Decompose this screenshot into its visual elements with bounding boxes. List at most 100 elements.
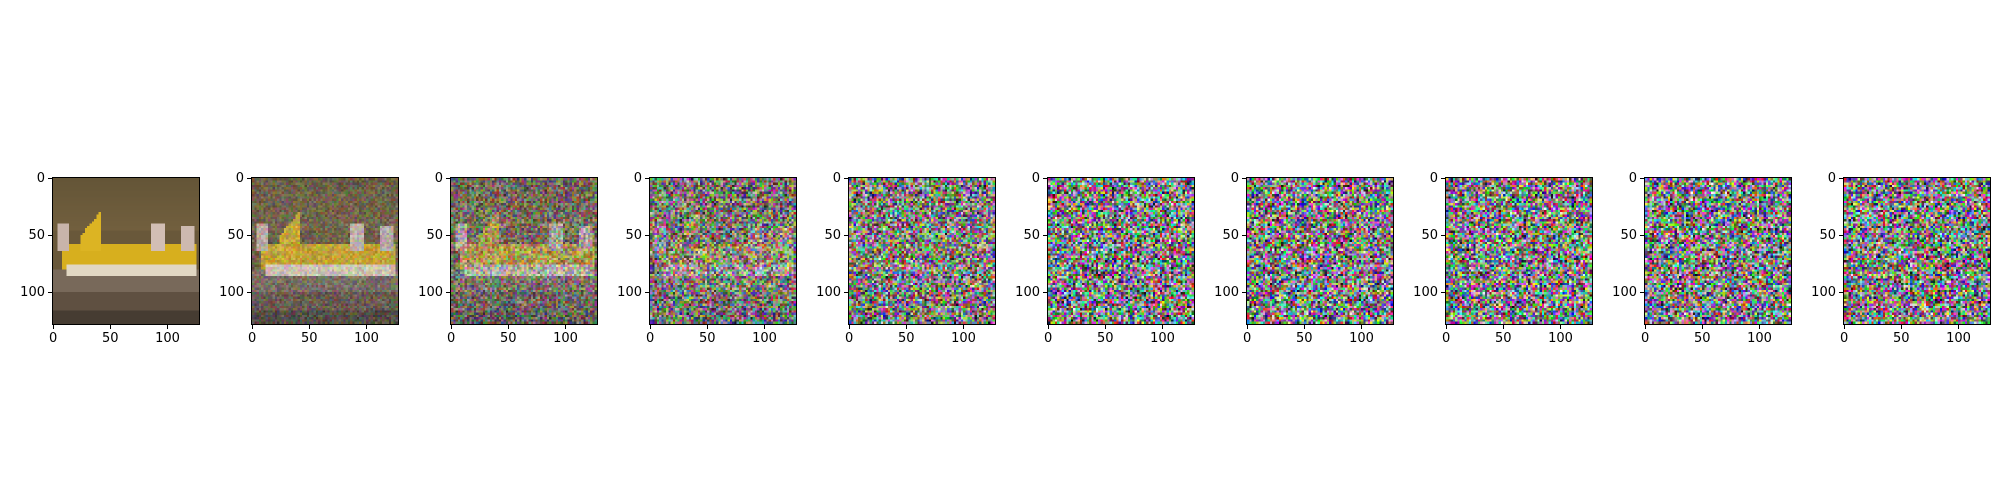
y-tick-mark <box>247 292 251 294</box>
y-tick-label: 100 <box>418 285 443 301</box>
x-tick-mark <box>1162 325 1164 329</box>
noised-image-canvas-2 <box>252 178 398 324</box>
y-tick-mark <box>446 292 450 294</box>
y-tick-mark <box>446 178 450 179</box>
x-tick-label: 50 <box>102 331 119 346</box>
noised-image-7 <box>1246 177 1394 325</box>
y-tick-mark <box>645 235 649 237</box>
x-tick-mark <box>1048 325 1049 329</box>
noised-image-canvas-8 <box>1446 178 1592 324</box>
noise-panel-3: 0 50 100 0 50 100 <box>398 0 598 500</box>
y-tick-label: 100 <box>219 285 244 301</box>
x-tick-mark <box>1901 325 1903 329</box>
y-tick-label: 0 <box>1230 171 1239 186</box>
x-tick-label: 0 <box>1044 331 1053 346</box>
y-tick-label: 100 <box>617 285 642 301</box>
y-tick-mark <box>645 292 649 294</box>
y-tick-mark <box>1043 292 1047 294</box>
y-tick-mark <box>1839 178 1843 179</box>
x-tick-mark <box>110 325 112 329</box>
y-tick-label: 0 <box>1628 171 1637 186</box>
x-tick-label: 100 <box>1548 331 1573 346</box>
y-tick-label: 50 <box>824 228 841 244</box>
x-tick-label: 100 <box>553 331 578 346</box>
x-tick-label: 100 <box>1349 331 1374 346</box>
noise-panel-1: 0 50 100 0 50 100 <box>0 0 200 500</box>
x-tick-label: 100 <box>1747 331 1772 346</box>
noised-image-canvas-4 <box>650 178 796 324</box>
x-tick-mark <box>1759 325 1761 329</box>
noised-image-canvas-3 <box>451 178 597 324</box>
y-tick-mark <box>1640 235 1644 237</box>
noised-image-canvas-1 <box>53 178 199 324</box>
y-tick-label: 0 <box>36 171 45 186</box>
x-tick-mark <box>849 325 850 329</box>
x-tick-mark <box>1958 325 1960 329</box>
y-tick-mark <box>844 178 848 179</box>
y-tick-mark <box>1242 235 1246 237</box>
x-tick-label: 50 <box>301 331 318 346</box>
y-tick-mark <box>247 178 251 179</box>
noise-panel-5: 0 50 100 0 50 100 <box>796 0 996 500</box>
x-tick-mark <box>906 325 908 329</box>
y-tick-label: 100 <box>20 285 45 301</box>
y-tick-mark <box>844 292 848 294</box>
x-tick-label: 100 <box>752 331 777 346</box>
x-tick-label: 50 <box>1893 331 1910 346</box>
y-tick-label: 0 <box>832 171 841 186</box>
x-tick-mark <box>1560 325 1562 329</box>
y-tick-label: 100 <box>1413 285 1438 301</box>
noise-panel-9: 0 50 100 0 50 100 <box>1592 0 1792 500</box>
y-tick-label: 50 <box>227 228 244 244</box>
x-tick-label: 50 <box>1694 331 1711 346</box>
y-tick-mark <box>1441 235 1445 237</box>
x-tick-label: 0 <box>1442 331 1451 346</box>
noise-panel-4: 0 50 100 0 50 100 <box>597 0 797 500</box>
x-tick-label: 100 <box>354 331 379 346</box>
x-tick-label: 0 <box>1641 331 1650 346</box>
y-tick-mark <box>1640 292 1644 294</box>
noised-image-9 <box>1644 177 1792 325</box>
y-tick-mark <box>1043 178 1047 179</box>
x-tick-mark <box>707 325 709 329</box>
x-tick-mark <box>1503 325 1505 329</box>
x-tick-label: 100 <box>155 331 180 346</box>
x-tick-mark <box>1247 325 1248 329</box>
x-tick-label: 0 <box>646 331 655 346</box>
noised-image-canvas-7 <box>1247 178 1393 324</box>
x-tick-mark <box>1702 325 1704 329</box>
x-tick-label: 0 <box>1243 331 1252 346</box>
x-tick-label: 50 <box>898 331 915 346</box>
x-tick-mark <box>508 325 510 329</box>
y-tick-mark <box>48 235 52 237</box>
noise-panel-6: 0 50 100 0 50 100 <box>995 0 1195 500</box>
x-tick-label: 100 <box>1150 331 1175 346</box>
y-tick-label: 100 <box>816 285 841 301</box>
y-tick-label: 100 <box>1015 285 1040 301</box>
y-tick-label: 50 <box>426 228 443 244</box>
y-tick-mark <box>48 292 52 294</box>
y-tick-mark <box>1441 292 1445 294</box>
x-tick-mark <box>1844 325 1845 329</box>
y-tick-mark <box>1242 292 1246 294</box>
x-tick-mark <box>650 325 651 329</box>
y-tick-label: 100 <box>1612 285 1637 301</box>
noised-image-2 <box>251 177 399 325</box>
y-tick-label: 100 <box>1811 285 1836 301</box>
noise-panel-8: 0 50 100 0 50 100 <box>1393 0 1593 500</box>
y-tick-mark <box>1441 178 1445 179</box>
y-tick-mark <box>1043 235 1047 237</box>
x-tick-mark <box>366 325 368 329</box>
noise-panel-7: 0 50 100 0 50 100 <box>1194 0 1394 500</box>
y-tick-mark <box>48 178 52 179</box>
x-tick-mark <box>1304 325 1306 329</box>
y-tick-label: 0 <box>1429 171 1438 186</box>
y-tick-label: 50 <box>625 228 642 244</box>
y-tick-mark <box>1242 178 1246 179</box>
noised-image-4 <box>649 177 797 325</box>
x-tick-label: 0 <box>447 331 456 346</box>
x-tick-mark <box>1645 325 1646 329</box>
x-tick-mark <box>963 325 965 329</box>
x-tick-mark <box>53 325 54 329</box>
